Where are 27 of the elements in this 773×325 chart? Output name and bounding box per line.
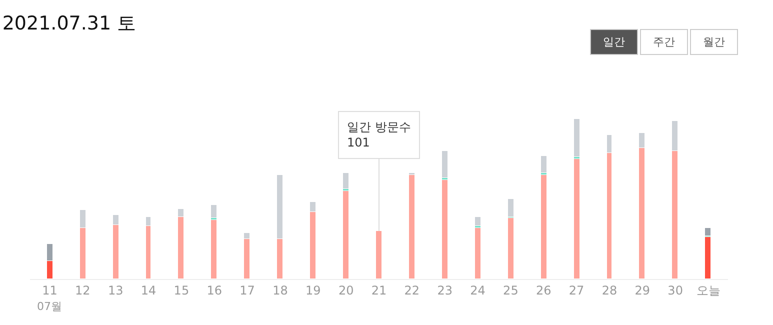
x-tick-label: 18 [272,283,288,298]
x-tick-label: 28 [602,283,618,298]
x-tick-label: 27 [568,283,584,298]
x-tick-label: 17 [240,283,255,298]
text: 월간 [703,36,725,48]
x-tick-label: 24 [470,283,486,298]
text: 07월 [37,300,62,313]
x-tick-label: 23 [437,283,452,298]
x-tick-label: 26 [536,283,552,298]
x-tick-label: 20 [338,283,354,298]
x-tick-label: 16 [206,283,222,298]
x-tick-label: 19 [306,283,321,298]
text: 일간 [603,36,625,48]
x-tick-label: 15 [174,283,190,298]
x-tick-label: 25 [503,283,518,298]
x-tick-label: 22 [404,283,420,298]
annotation: 일간 방문수 101 [347,120,411,150]
x-tick-label: 11 [42,283,58,298]
chart-title: 2021.07.31 토 [2,12,136,34]
x-tick-label: 29 [634,283,650,298]
x-tick-label: 30 [668,283,683,298]
x-tick-label: 13 [108,283,124,298]
x-tick-label: 12 [75,283,90,298]
text: 주간 [653,36,675,48]
x-tick-label: 14 [140,283,156,298]
x-tick-label: 21 [371,283,387,298]
x-tick-label: 오늘 [696,283,720,298]
